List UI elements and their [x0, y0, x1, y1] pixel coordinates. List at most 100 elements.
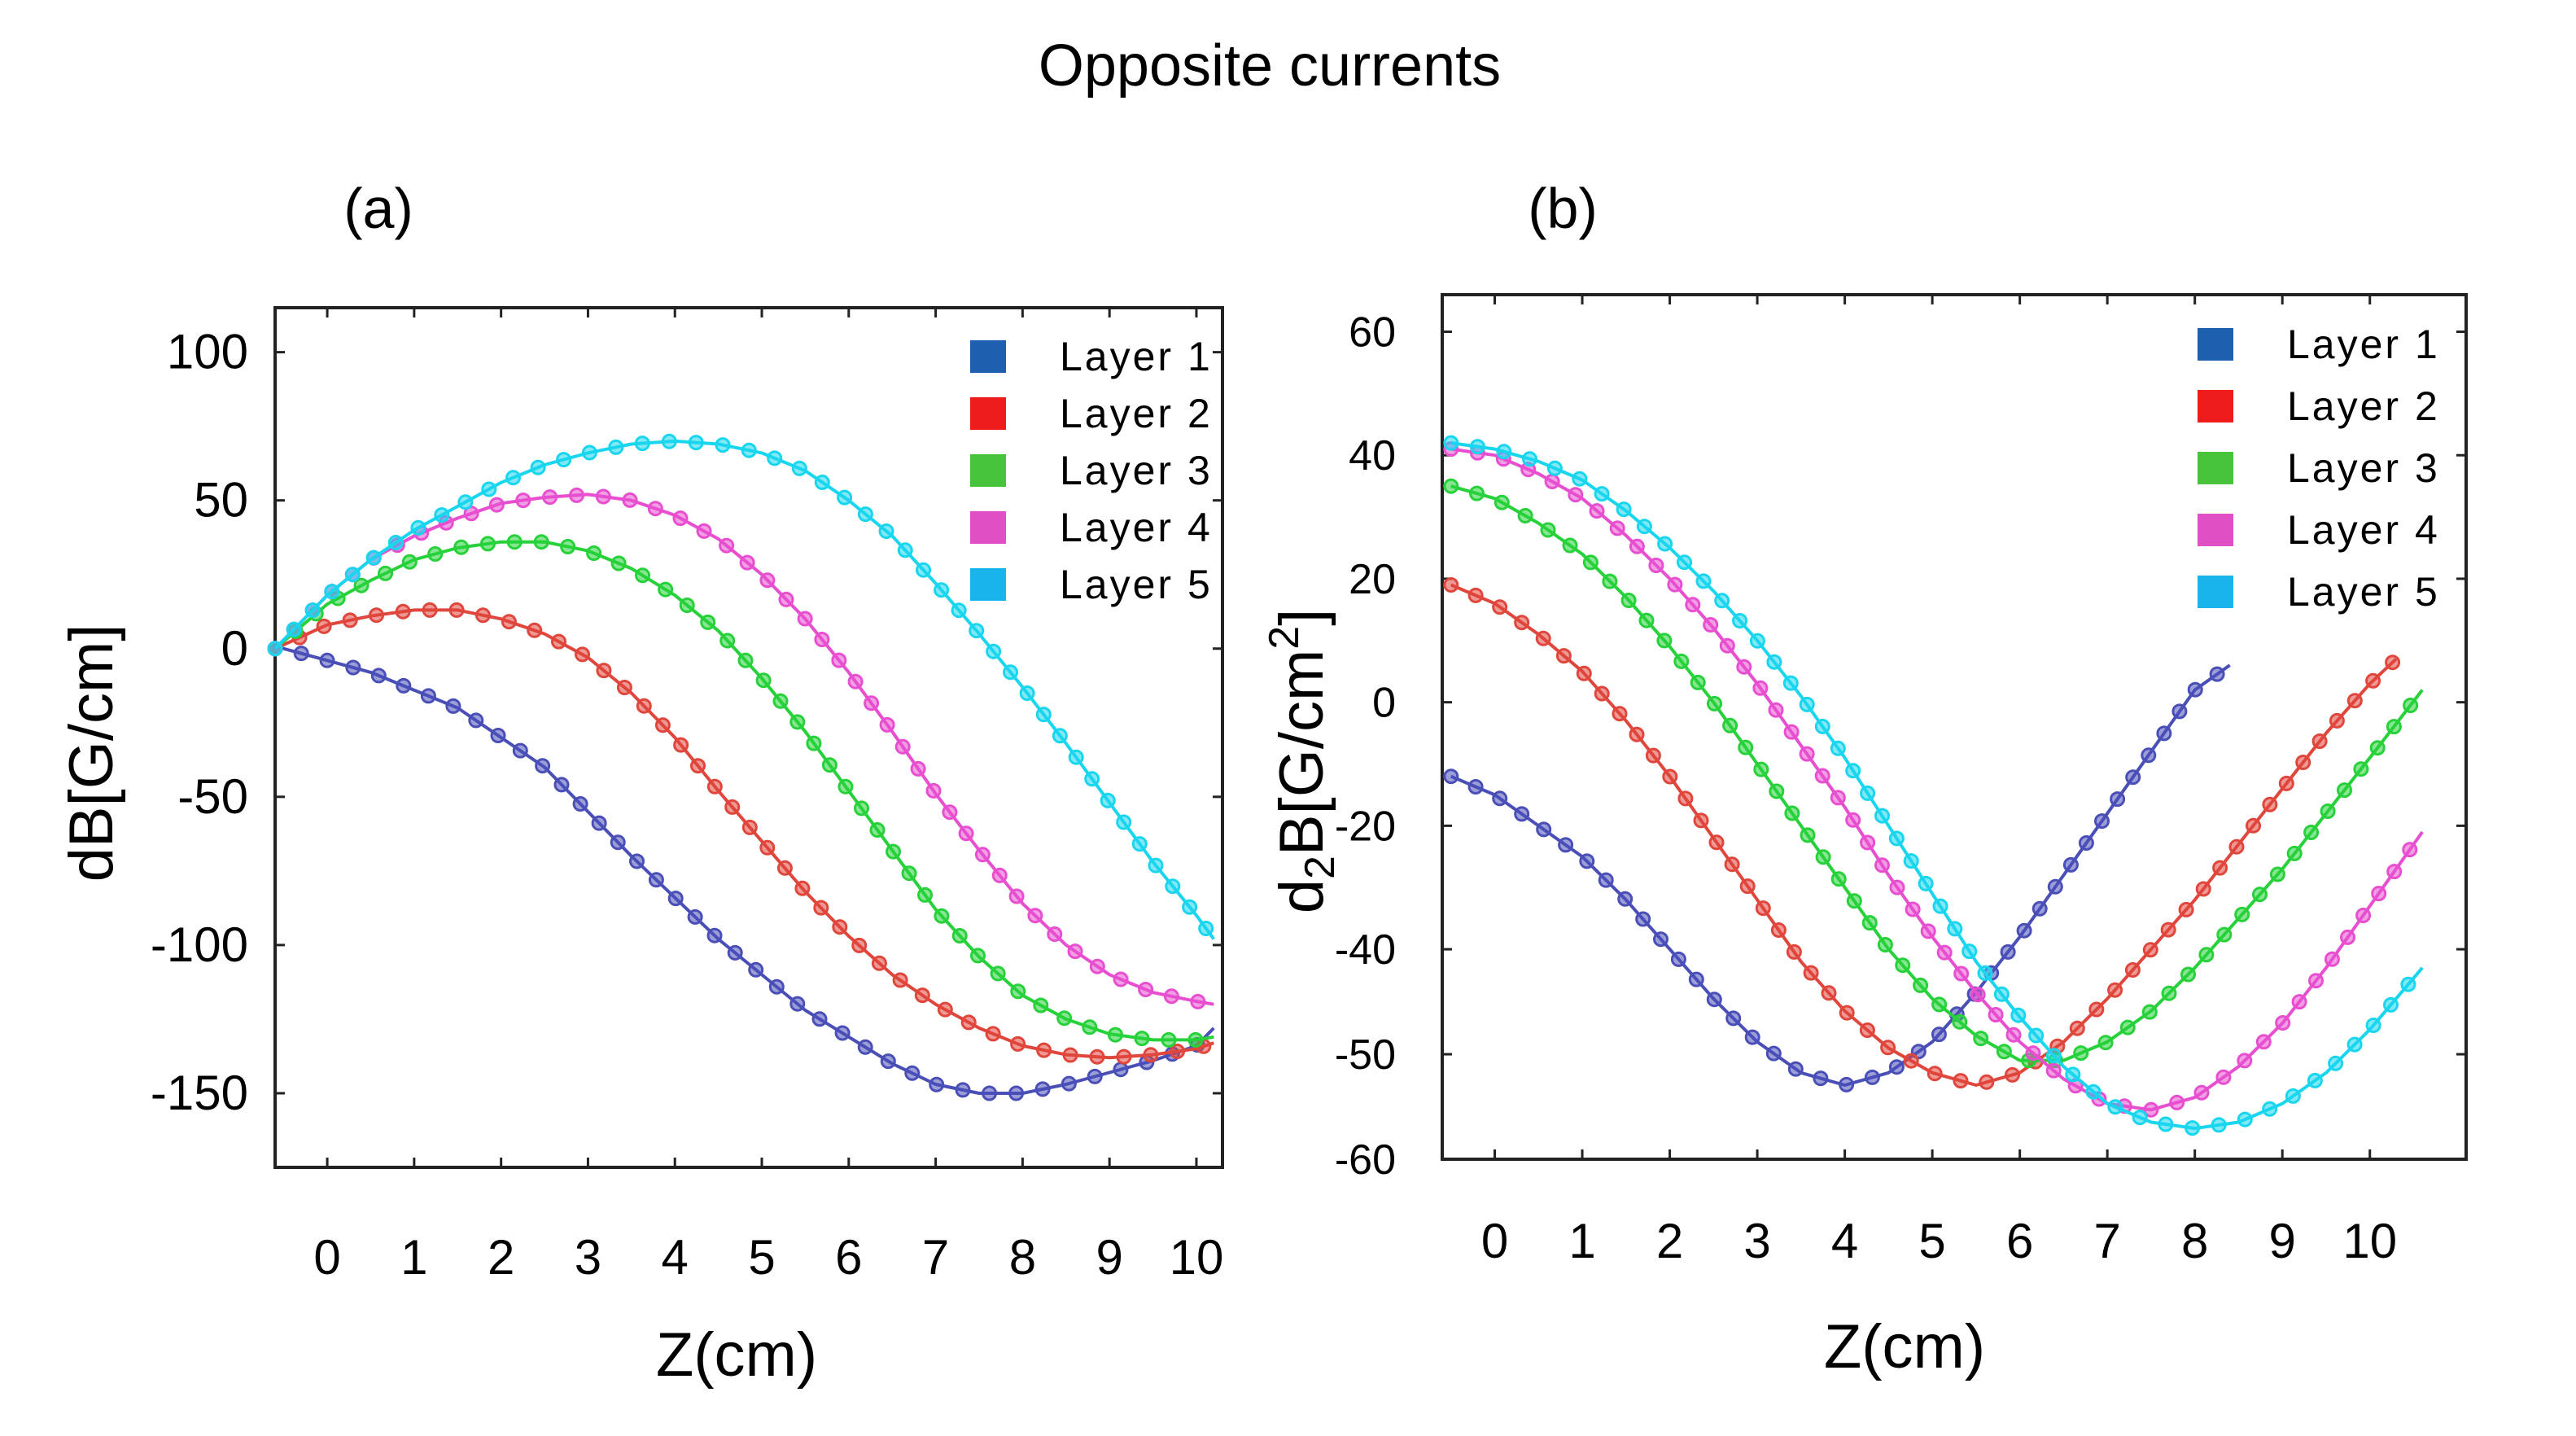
- data-point: [2028, 1027, 2045, 1044]
- data-point: [1582, 554, 1599, 571]
- data-point: [1903, 853, 1919, 869]
- data-point: [1695, 573, 1712, 589]
- data-point: [608, 439, 624, 455]
- x-tick-label: 5: [1918, 1214, 1945, 1268]
- data-point: [553, 777, 570, 793]
- panel-b-x-axis-title: Z(cm): [1824, 1312, 1985, 1381]
- data-point: [1148, 857, 1164, 873]
- data-point: [1739, 878, 1756, 895]
- data-point: [1953, 1073, 1969, 1089]
- data-point: [370, 668, 387, 684]
- legend-label-1: Layer 1: [1060, 334, 1213, 379]
- legend-swatch-4: [2198, 514, 2233, 546]
- data-point: [1589, 503, 1605, 519]
- data-point: [772, 693, 789, 709]
- data-point: [2320, 803, 2336, 819]
- data-point: [647, 501, 663, 517]
- y-tick-label: 20: [1349, 556, 1396, 603]
- y-tick-label: -100: [151, 917, 248, 972]
- data-point: [1749, 633, 1765, 649]
- data-point: [1860, 834, 1876, 851]
- x-tick-label: 2: [1656, 1214, 1683, 1268]
- data-point: [1799, 696, 1815, 712]
- data-point: [864, 695, 880, 711]
- data-point: [345, 659, 361, 676]
- data-point: [2308, 973, 2324, 989]
- legend-label-5: Layer 5: [2287, 569, 2440, 615]
- data-point: [706, 927, 723, 943]
- data-point: [1033, 997, 1049, 1014]
- panel-a: (a) 100 50 0 -50 -100 -150 0 1 2 3 4 5 6 7 8 9 10 Layer…: [57, 177, 1224, 1390]
- data-point: [1443, 478, 1459, 494]
- data-point: [667, 891, 684, 907]
- data-point: [353, 577, 370, 593]
- data-point: [2215, 1069, 2232, 1085]
- data-point: [410, 519, 426, 536]
- data-point: [2078, 835, 2094, 851]
- data-point: [1839, 1005, 1855, 1021]
- data-point: [1467, 587, 1484, 603]
- data-point: [1927, 1066, 1943, 1082]
- data-point: [1920, 923, 1936, 939]
- x-tick-label: 3: [575, 1230, 601, 1285]
- data-point: [2065, 1066, 2081, 1083]
- data-point: [581, 444, 597, 461]
- data-point: [1555, 648, 1572, 664]
- data-point: [2311, 733, 2328, 749]
- data-point: [1187, 1031, 1204, 1048]
- data-point: [1163, 988, 1179, 1005]
- data-point: [1034, 1081, 1051, 1097]
- data-point: [1903, 1053, 1919, 1069]
- data-point: [1952, 1014, 1968, 1030]
- data-point: [2216, 926, 2233, 943]
- data-point: [1860, 785, 1876, 801]
- x-tick-label: 4: [1831, 1214, 1858, 1268]
- data-point: [1047, 926, 1063, 942]
- data-point: [1067, 943, 1083, 960]
- data-point: [2371, 886, 2387, 902]
- y-tick-label: 0: [1372, 680, 1396, 727]
- data-point: [1783, 724, 1800, 740]
- data-point: [2045, 1048, 2062, 1064]
- data-point: [2346, 693, 2363, 709]
- x-tick-label: 7: [922, 1230, 949, 1285]
- data-point: [1089, 1049, 1105, 1065]
- data-point: [974, 847, 991, 863]
- panel-b-series: [1443, 435, 2424, 1136]
- data-point: [2337, 782, 2352, 799]
- data-point: [759, 572, 776, 589]
- data-point: [2365, 672, 2381, 689]
- data-point: [925, 782, 942, 799]
- panel-a-legend: Layer 1 Layer 2 Layer 3 Layer 4 Layer 5: [970, 334, 1213, 607]
- data-point: [1706, 992, 1722, 1008]
- data-point: [2365, 1018, 2381, 1033]
- data-point: [1670, 951, 1686, 967]
- data-point: [2195, 881, 2211, 897]
- data-point: [894, 738, 911, 755]
- data-point: [2303, 825, 2320, 840]
- data-point: [942, 804, 958, 821]
- data-point: [324, 584, 340, 600]
- data-point: [934, 908, 950, 924]
- data-point: [2295, 755, 2311, 770]
- legend-swatch-4: [970, 511, 1006, 544]
- data-point: [1830, 790, 1846, 806]
- data-point: [457, 494, 474, 510]
- data-point: [616, 680, 632, 695]
- data-point: [951, 602, 967, 619]
- data-point: [1522, 451, 1537, 467]
- series-5: [267, 433, 1215, 940]
- data-point: [834, 1025, 851, 1041]
- y-tick-label: -50: [1335, 1031, 1396, 1079]
- y-tick-label: -20: [1335, 803, 1396, 850]
- data-point: [814, 475, 830, 490]
- data-point: [748, 961, 764, 978]
- data-point: [1602, 573, 1618, 589]
- data-point: [1770, 922, 1787, 938]
- data-point: [1931, 996, 1948, 1013]
- data-point: [2355, 908, 2372, 923]
- data-point: [316, 618, 332, 634]
- data-point: [2383, 996, 2399, 1013]
- data-point: [1888, 830, 1905, 847]
